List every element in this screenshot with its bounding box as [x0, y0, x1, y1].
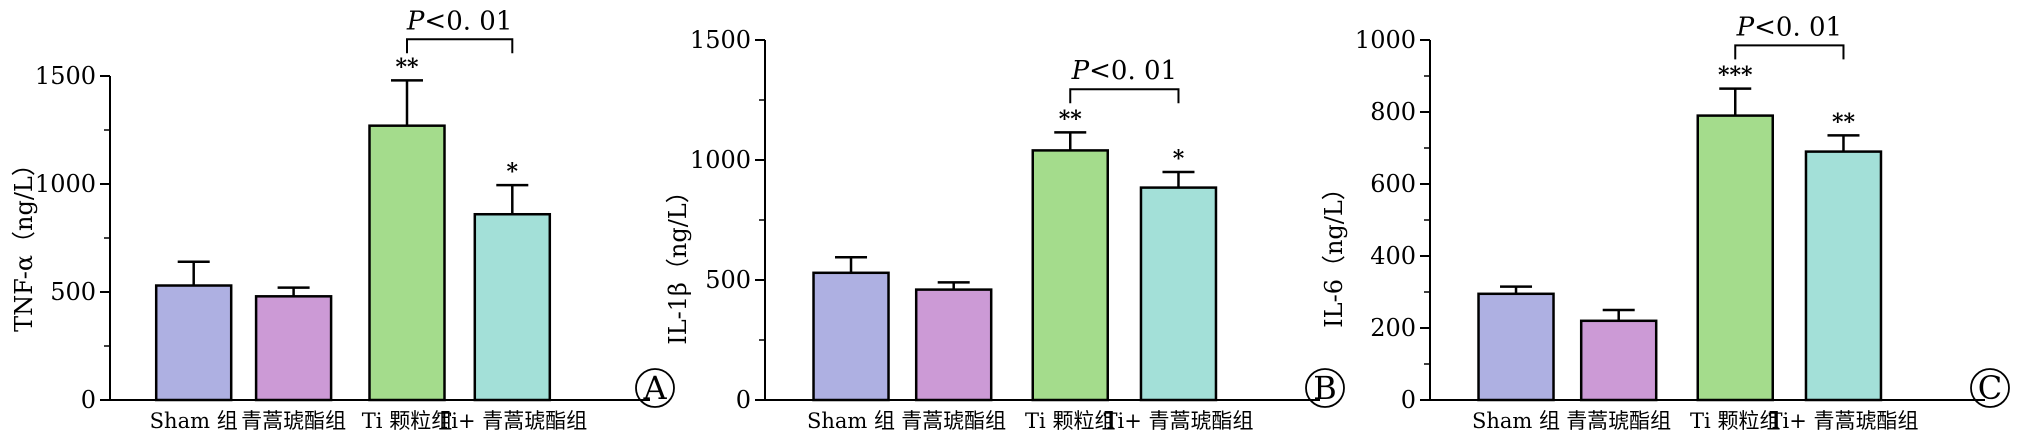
- significance-label: **: [1832, 109, 1856, 135]
- p-value-label: P<0. 01: [1736, 12, 1842, 42]
- x-category-label: 青蒿琥酯组: [1566, 409, 1671, 433]
- panel-letter-circle: [1305, 368, 1345, 408]
- y-tick-label: 0: [736, 386, 751, 414]
- bar: [254, 295, 333, 402]
- y-tick-label: 1000: [35, 170, 96, 198]
- x-category-label: 青蒿琥酯组: [901, 409, 1006, 433]
- p-value-threshold: <0. 01: [1754, 12, 1842, 42]
- y-tick-label: 400: [1370, 242, 1416, 270]
- y-tick-label: 800: [1370, 98, 1416, 126]
- bar: [1477, 292, 1555, 402]
- panel-letter: B: [1313, 369, 1337, 407]
- x-category-label: Ti+ 青蒿琥酯组: [437, 409, 587, 433]
- bar: [1139, 186, 1218, 402]
- p-value-symbol: P: [1736, 12, 1755, 42]
- y-tick-label: 500: [50, 278, 96, 306]
- panel-letter: C: [1978, 369, 2002, 407]
- bar: [154, 284, 233, 402]
- panel-c: 0 200 400 600 800 1000 IL-6（ng/L） Sham 组青蒿琥酯组 **…: [1320, 12, 2010, 433]
- panel-letter-circle: [1970, 368, 2010, 408]
- x-category-label: Ti+ 青蒿琥酯组: [1768, 409, 1918, 433]
- panel-a: 0 500 1000 1500 TNF-α（ng/L） Sham 组青蒿琥酯组 ** Ti 颗…: [10, 6, 675, 433]
- y-tick-label: 600: [1370, 170, 1416, 198]
- panel-letter-circle: [635, 368, 675, 408]
- y-tick-label: 0: [81, 386, 96, 414]
- y-tick-label: 200: [1370, 314, 1416, 342]
- y-axis-label: TNF-α（ng/L）: [10, 152, 38, 332]
- panel-letter: A: [642, 369, 667, 407]
- y-tick-label: 1500: [35, 62, 96, 90]
- x-category-label: Ti 颗粒组: [1025, 409, 1115, 433]
- comparison-bracket: [1734, 44, 1845, 60]
- bar: [1696, 114, 1774, 402]
- x-category-label: Sham 组: [807, 409, 895, 433]
- p-value-symbol: P: [406, 6, 425, 36]
- x-category-label: Ti+ 青蒿琥酯组: [1103, 409, 1253, 433]
- x-category-label: Ti 颗粒组: [362, 409, 452, 433]
- y-tick-label: 1500: [690, 26, 751, 54]
- bar: [914, 288, 993, 402]
- p-value-label: P<0. 01: [406, 6, 512, 36]
- y-tick-label: 1000: [1355, 26, 1416, 54]
- bar: [1031, 149, 1109, 402]
- significance-label: *: [507, 159, 519, 185]
- x-category-label: 青蒿琥酯组: [241, 409, 346, 433]
- significance-label: **: [395, 54, 419, 80]
- p-value-label: P<0. 01: [1071, 56, 1177, 86]
- bar: [1579, 319, 1658, 402]
- bar: [473, 212, 552, 402]
- comparison-bracket: [1069, 88, 1180, 104]
- y-axis-label: IL-1β（ng/L）: [664, 179, 692, 345]
- bar: [812, 271, 890, 402]
- y-tick-label: 1000: [690, 146, 751, 174]
- panel-b: 0 500 1000 1500 IL-1β（ng/L） Sham 组青蒿琥酯组 ** Ti 颗…: [664, 26, 1345, 433]
- p-value-threshold: <0. 01: [1089, 56, 1177, 86]
- y-axis-label: IL-6（ng/L）: [1320, 176, 1348, 328]
- significance-label: *: [1173, 146, 1185, 172]
- y-tick-label: 500: [705, 266, 751, 294]
- x-category-label: Ti 颗粒组: [1690, 409, 1780, 433]
- x-category-label: Sham 组: [1472, 409, 1560, 433]
- p-value-symbol: P: [1071, 56, 1090, 86]
- comparison-bracket: [406, 38, 514, 54]
- significance-label: ***: [1718, 63, 1753, 89]
- y-tick-label: 0: [1401, 386, 1416, 414]
- significance-label: **: [1059, 106, 1083, 132]
- bar: [1804, 150, 1883, 402]
- bar: [368, 124, 446, 402]
- x-category-label: Sham 组: [150, 409, 238, 433]
- p-value-threshold: <0. 01: [424, 6, 512, 36]
